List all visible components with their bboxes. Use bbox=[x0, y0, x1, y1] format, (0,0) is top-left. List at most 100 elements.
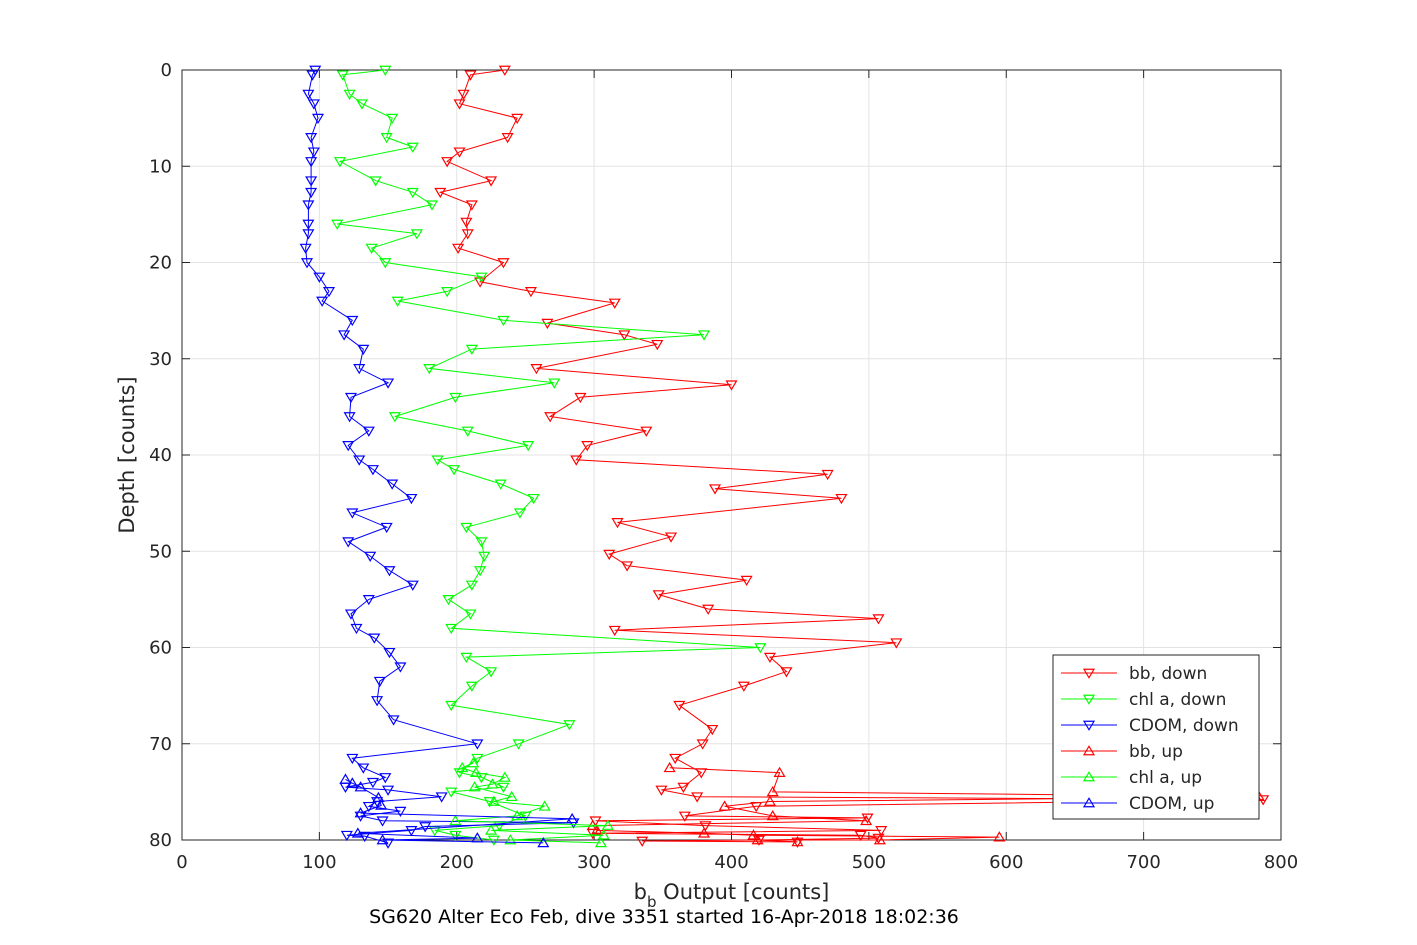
legend-marker bbox=[1082, 745, 1096, 756]
data-point bbox=[376, 816, 389, 827]
data-point bbox=[453, 99, 466, 110]
data-point bbox=[460, 217, 473, 229]
series-line bbox=[345, 778, 573, 844]
data-point bbox=[475, 272, 488, 283]
data-point bbox=[498, 771, 511, 782]
data-point bbox=[307, 99, 320, 110]
data-point bbox=[890, 638, 903, 649]
data-point bbox=[405, 493, 418, 505]
data-point bbox=[636, 836, 649, 847]
legend-marker bbox=[1082, 720, 1096, 731]
data-point bbox=[478, 551, 491, 562]
data-point bbox=[340, 830, 353, 842]
data-point bbox=[302, 200, 315, 211]
data-point bbox=[872, 833, 885, 845]
data-point bbox=[305, 187, 318, 199]
data-point bbox=[431, 455, 444, 466]
data-point bbox=[696, 739, 709, 750]
data-point bbox=[441, 287, 454, 298]
y-tick-label: 30 bbox=[149, 349, 172, 370]
data-point bbox=[677, 782, 690, 793]
y-tick-label: 40 bbox=[149, 445, 172, 466]
data-point bbox=[678, 811, 691, 822]
y-tick-label: 70 bbox=[149, 734, 172, 755]
data-point bbox=[665, 532, 678, 543]
data-point bbox=[445, 700, 458, 712]
data-point bbox=[474, 566, 487, 577]
data-point bbox=[872, 614, 885, 625]
data-point bbox=[350, 623, 363, 635]
data-point bbox=[791, 835, 804, 847]
data-point bbox=[594, 836, 608, 848]
data-point bbox=[362, 801, 375, 813]
series-line bbox=[305, 69, 574, 844]
data-point bbox=[708, 484, 722, 495]
data-point bbox=[343, 412, 356, 423]
data-point bbox=[544, 412, 557, 423]
x-tick-label: 600 bbox=[989, 852, 1023, 873]
data-point bbox=[386, 479, 399, 490]
data-point bbox=[364, 551, 377, 562]
y-tick-labels: 0 10 20 30 40 50 60 70 80 bbox=[149, 60, 172, 851]
data-point bbox=[354, 807, 367, 818]
data-point bbox=[394, 662, 407, 673]
data-point bbox=[457, 89, 470, 100]
data-point bbox=[379, 258, 392, 269]
data-point bbox=[425, 200, 439, 211]
data-point bbox=[382, 785, 395, 796]
data-point bbox=[548, 378, 561, 389]
data-point bbox=[603, 549, 616, 561]
data-point bbox=[306, 70, 319, 81]
legend-entry: chl a, down bbox=[1061, 690, 1226, 710]
data-point bbox=[344, 609, 358, 620]
data-point bbox=[406, 142, 419, 153]
data-point bbox=[464, 609, 477, 620]
data-point bbox=[485, 667, 498, 678]
legend-marker bbox=[1082, 694, 1096, 705]
data-point bbox=[860, 814, 873, 826]
legend-entry: bb, down bbox=[1061, 664, 1207, 684]
y-axis-label: Depth [counts] bbox=[115, 376, 139, 533]
data-point bbox=[993, 831, 1006, 842]
data-point bbox=[483, 797, 496, 808]
x-axis-label-rest: Output [counts] bbox=[657, 880, 830, 904]
data-point bbox=[305, 176, 318, 187]
data-point bbox=[346, 508, 359, 519]
data-point bbox=[497, 258, 510, 269]
x-tick-label: 500 bbox=[852, 852, 886, 873]
data-point bbox=[467, 757, 480, 768]
data-point bbox=[611, 518, 624, 529]
legend-marker bbox=[1082, 668, 1096, 679]
data-point bbox=[608, 625, 621, 637]
data-point bbox=[441, 157, 454, 168]
legend-entry: chl a, up bbox=[1061, 768, 1202, 788]
data-point bbox=[445, 623, 458, 635]
data-point bbox=[494, 479, 507, 490]
data-point bbox=[453, 147, 466, 158]
data-point bbox=[504, 834, 517, 845]
data-point bbox=[368, 633, 381, 644]
data-point bbox=[498, 65, 511, 76]
data-point bbox=[445, 787, 458, 798]
data-point bbox=[388, 412, 401, 423]
data-point bbox=[333, 157, 347, 168]
data-point bbox=[387, 715, 400, 726]
data-point bbox=[372, 791, 385, 803]
data-point bbox=[608, 298, 621, 309]
series-0 bbox=[434, 65, 1270, 848]
data-point bbox=[468, 781, 481, 792]
data-point bbox=[338, 330, 351, 341]
y-tick-label: 10 bbox=[149, 156, 172, 177]
data-point bbox=[375, 799, 388, 810]
data-point bbox=[669, 753, 682, 765]
data-point bbox=[485, 824, 498, 835]
data-point bbox=[307, 147, 320, 158]
legend-label: CDOM, down bbox=[1129, 716, 1239, 736]
data-point bbox=[435, 792, 448, 803]
data-point bbox=[419, 822, 432, 833]
data-point bbox=[357, 344, 370, 356]
data-point bbox=[344, 392, 358, 404]
data-point bbox=[342, 537, 355, 548]
data-point bbox=[505, 790, 518, 802]
